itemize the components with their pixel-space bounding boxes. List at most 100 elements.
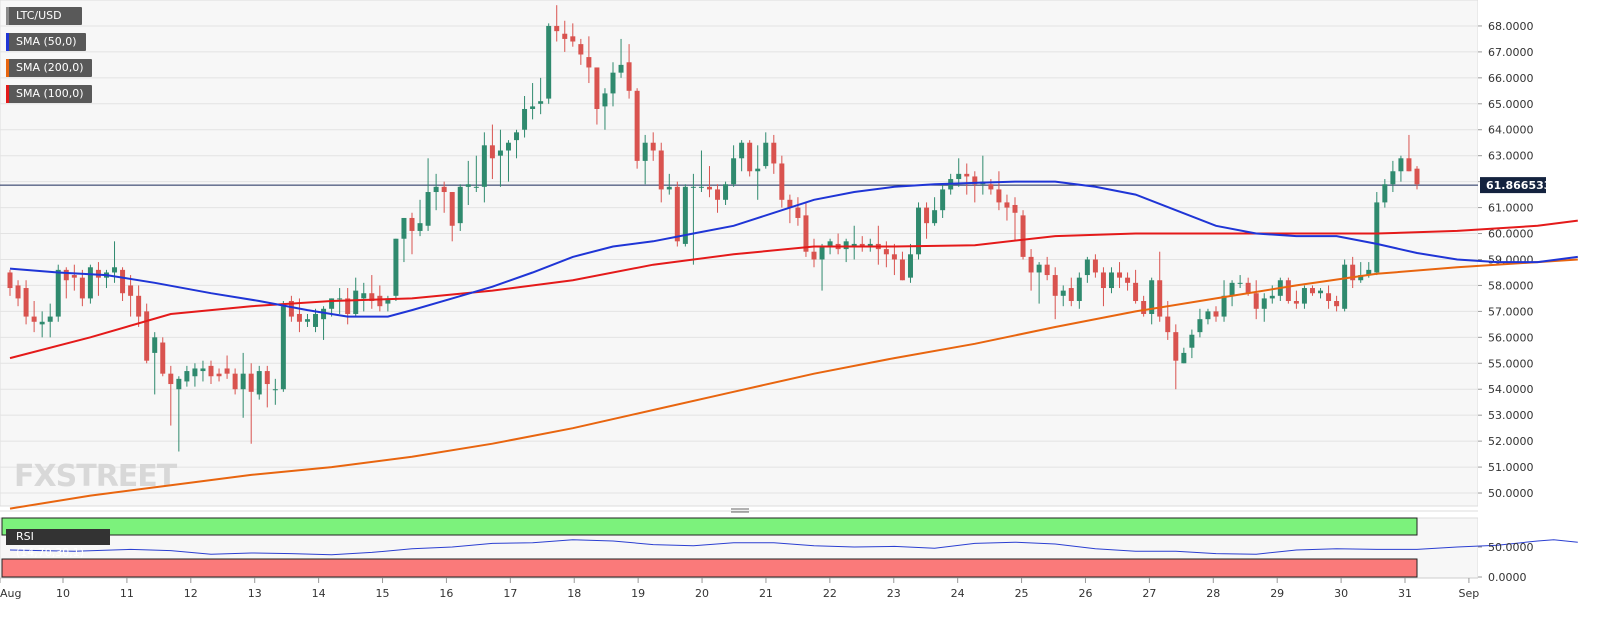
price-tick-label: 60.0000 [1488, 228, 1534, 241]
candle-body [361, 293, 367, 299]
candle-body [1309, 288, 1315, 294]
sma50-legend[interactable]: SMA (50,0) [6, 33, 86, 51]
price-tick-label: 56.0000 [1488, 331, 1534, 344]
candle-body [1133, 282, 1139, 302]
sma50-swatch [6, 33, 9, 51]
candle-body [1205, 311, 1211, 320]
candle-body [473, 186, 479, 188]
price-tick-label: 57.0000 [1488, 305, 1534, 318]
candle-body [972, 176, 978, 185]
candle-body [240, 373, 246, 390]
candle-body [385, 298, 391, 304]
price-tick-label: 54.0000 [1488, 383, 1534, 396]
candle-body [280, 306, 286, 390]
candle-body [393, 238, 399, 296]
x-tick-label: 27 [1142, 587, 1156, 600]
price-tick-label: 58.0000 [1488, 279, 1534, 292]
symbol-label[interactable]: LTC/USD [6, 7, 82, 25]
candle-body [1382, 184, 1388, 203]
current-price-label: 61.866533 [1486, 179, 1551, 192]
candle-body [964, 173, 970, 177]
candle-body [1149, 280, 1155, 314]
sma100-legend[interactable]: SMA (100,0) [6, 85, 92, 103]
x-tick-label: 28 [1206, 587, 1220, 600]
candle-body [642, 142, 648, 161]
candle-body [1334, 301, 1340, 307]
candle-body [1253, 293, 1259, 309]
candle-body [546, 25, 552, 99]
sma200-line [9, 258, 1578, 510]
candle-body [1414, 168, 1420, 185]
candle-body [152, 337, 158, 353]
candle-body [602, 93, 608, 107]
candle-body [63, 269, 69, 281]
candle-body [232, 373, 238, 390]
candle-body [956, 173, 962, 180]
candle-body [433, 186, 439, 193]
candle-body [867, 243, 873, 247]
candle-body [71, 275, 77, 278]
candle-body [505, 142, 511, 151]
rsi-tick-label: 0.0000 [1488, 571, 1527, 584]
candle-body [739, 142, 745, 159]
price-tick-label: 51.0000 [1488, 461, 1534, 474]
rsi-overbought-zone [1, 517, 1418, 536]
candle-body [15, 285, 21, 299]
candle-body [120, 269, 126, 294]
candle-body [570, 36, 576, 42]
x-tick-label: 13 [248, 587, 262, 600]
candle-body [1301, 288, 1307, 304]
candle-body [1125, 277, 1131, 283]
candle-body [1020, 215, 1026, 257]
x-tick-label: Sep [1459, 587, 1480, 600]
symbol-text: LTC/USD [16, 9, 62, 22]
price-tick-label: 65.0000 [1488, 98, 1534, 111]
candle-body [514, 132, 520, 141]
candle-body [23, 288, 29, 317]
candle-body [1117, 272, 1123, 278]
candle-body [208, 365, 214, 377]
x-tick-label: 14 [312, 587, 326, 600]
candle-body [296, 313, 302, 322]
rsi-label[interactable]: RSI (14,70,30,1) [6, 529, 110, 559]
candle-body [1221, 295, 1227, 317]
candle-body [1293, 301, 1299, 304]
rsi-line [9, 539, 1578, 556]
candle-body [618, 64, 624, 73]
candle-body [554, 25, 560, 32]
candle-body [883, 249, 889, 255]
candle-body [1084, 259, 1090, 276]
candle-body [1374, 202, 1380, 273]
candle-body [843, 241, 849, 250]
price-tick-label: 61.0000 [1488, 202, 1534, 215]
candle-body [827, 241, 833, 247]
candle-body [1285, 280, 1291, 302]
candle-body [907, 254, 913, 278]
x-tick-label: 22 [823, 587, 837, 600]
x-tick-label: 18 [567, 587, 581, 600]
candle-body [1269, 295, 1275, 299]
candle-body [465, 184, 471, 187]
candle-body [1028, 256, 1034, 273]
candle-body [369, 293, 375, 302]
x-tick-label: 17 [503, 587, 517, 600]
sma200-legend[interactable]: SMA (200,0) [6, 59, 92, 77]
candle-body [1326, 293, 1332, 302]
candle-body [441, 186, 447, 193]
candle-body [530, 106, 536, 109]
candle-body [1044, 264, 1050, 276]
candle-body [425, 192, 431, 226]
candle-body [497, 150, 503, 156]
candle-body [626, 62, 632, 91]
x-tick-label: 20 [695, 587, 709, 600]
candle-body [1052, 275, 1058, 296]
candle-body [192, 368, 198, 377]
x-tick-label: 26 [1078, 587, 1092, 600]
candle-body [690, 186, 696, 188]
candle-body [87, 267, 93, 299]
symbol-swatch [6, 7, 9, 25]
candle-body [353, 290, 359, 314]
price-tick-label: 63.0000 [1488, 150, 1534, 163]
x-tick-label: 15 [376, 587, 390, 600]
